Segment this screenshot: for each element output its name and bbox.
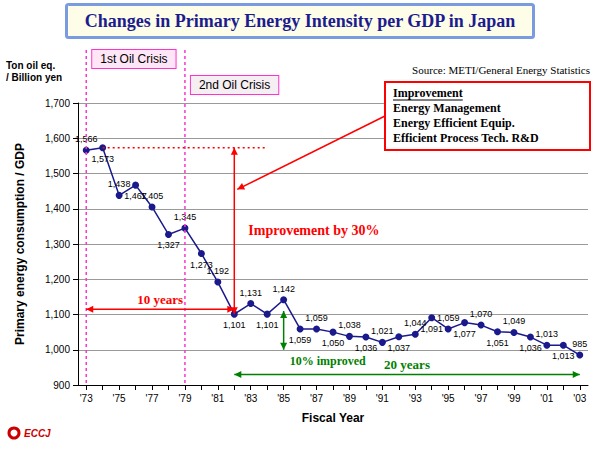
svg-text:1,500: 1,500 [45, 168, 70, 179]
svg-text:1,467: 1,467 [124, 191, 147, 202]
svg-text:Energy Efficient Equip.: Energy Efficient Equip. [393, 116, 515, 130]
svg-text:Efficient Process Tech. R&D: Efficient Process Tech. R&D [393, 131, 539, 145]
svg-text:1,021: 1,021 [371, 326, 394, 336]
svg-text:'93: '93 [409, 393, 422, 404]
svg-text:'89: '89 [343, 393, 356, 404]
svg-text:1,050: 1,050 [322, 338, 345, 348]
svg-text:1,101: 1,101 [223, 320, 246, 330]
svg-text:900: 900 [53, 380, 70, 391]
svg-text:Primary energy consumption / G: Primary energy consumption / GDP [13, 143, 27, 345]
svg-text:1,013: 1,013 [536, 329, 559, 339]
svg-text:Changes in Primary Energy Inte: Changes in Primary Energy Intensity per … [85, 11, 516, 31]
svg-text:1,013: 1,013 [552, 351, 575, 361]
svg-text:'75: '75 [113, 393, 126, 404]
svg-text:'01: '01 [540, 393, 553, 404]
svg-text:10 years: 10 years [137, 292, 183, 307]
svg-text:1,049: 1,049 [503, 316, 526, 326]
svg-text:1,059: 1,059 [289, 335, 312, 345]
svg-text:1,327: 1,327 [157, 240, 180, 250]
svg-text:1,101: 1,101 [256, 320, 279, 330]
svg-text:1,070: 1,070 [470, 309, 493, 319]
svg-text:1,142: 1,142 [272, 284, 295, 294]
svg-text:1,300: 1,300 [45, 239, 70, 250]
svg-text:'83: '83 [244, 393, 257, 404]
svg-text:10% improved: 10% improved [290, 354, 366, 368]
svg-text:'73: '73 [80, 393, 93, 404]
svg-text:Fiscal Year: Fiscal Year [302, 411, 365, 425]
svg-text:'99: '99 [507, 393, 520, 404]
svg-text:1,077: 1,077 [453, 329, 476, 339]
svg-text:2nd Oil Crisis: 2nd Oil Crisis [199, 78, 270, 92]
svg-text:1,345: 1,345 [173, 212, 197, 223]
svg-text:1,059: 1,059 [437, 313, 460, 323]
svg-text:ECCJ: ECCJ [24, 428, 51, 439]
svg-text:'77: '77 [146, 393, 159, 404]
svg-text:'95: '95 [442, 393, 455, 404]
svg-text:1,400: 1,400 [45, 203, 70, 214]
svg-text:1,573: 1,573 [91, 154, 114, 164]
svg-text:'03: '03 [573, 393, 586, 404]
svg-text:'79: '79 [178, 393, 191, 404]
svg-text:Improvement: Improvement [393, 86, 463, 100]
svg-text:1,044: 1,044 [404, 318, 427, 329]
svg-text:1,700: 1,700 [45, 98, 70, 109]
svg-text:Energy Management: Energy Management [393, 101, 501, 115]
svg-text:1,600: 1,600 [45, 133, 70, 144]
svg-text:1,273: 1,273 [190, 259, 213, 270]
svg-text:1,036: 1,036 [355, 343, 378, 353]
svg-text:1,000: 1,000 [45, 344, 70, 355]
svg-text:1,051: 1,051 [486, 338, 509, 348]
svg-text:'97: '97 [475, 393, 488, 404]
svg-text:20 years: 20 years [384, 357, 430, 372]
svg-text:/ Billion yen: / Billion yen [6, 72, 62, 83]
svg-text:Ton oil eq.: Ton oil eq. [6, 60, 55, 71]
svg-text:1,131: 1,131 [239, 288, 262, 298]
svg-text:1st Oil Crisis: 1st Oil Crisis [100, 52, 167, 66]
svg-text:1,059: 1,059 [305, 313, 328, 323]
svg-text:1,192: 1,192 [207, 266, 230, 276]
svg-text:1,438: 1,438 [108, 179, 131, 189]
svg-text:'91: '91 [376, 393, 389, 404]
svg-text:'81: '81 [211, 393, 224, 404]
svg-text:'87: '87 [310, 393, 323, 404]
svg-text:1,091: 1,091 [420, 324, 443, 334]
svg-text:1,566: 1,566 [75, 134, 98, 145]
svg-text:1,405: 1,405 [141, 191, 164, 201]
svg-text:'85: '85 [277, 393, 290, 404]
svg-text:1,038: 1,038 [338, 320, 361, 330]
svg-text:1,200: 1,200 [45, 274, 70, 285]
svg-text:1,100: 1,100 [45, 309, 70, 320]
svg-text:1,037: 1,037 [388, 343, 411, 353]
svg-text:Source: METI/General Energy St: Source: METI/General Energy Statistics [412, 64, 590, 76]
svg-text:985: 985 [572, 339, 587, 349]
svg-text:1,036: 1,036 [519, 343, 542, 353]
svg-text:Improvement by 30%: Improvement by 30% [248, 223, 379, 238]
